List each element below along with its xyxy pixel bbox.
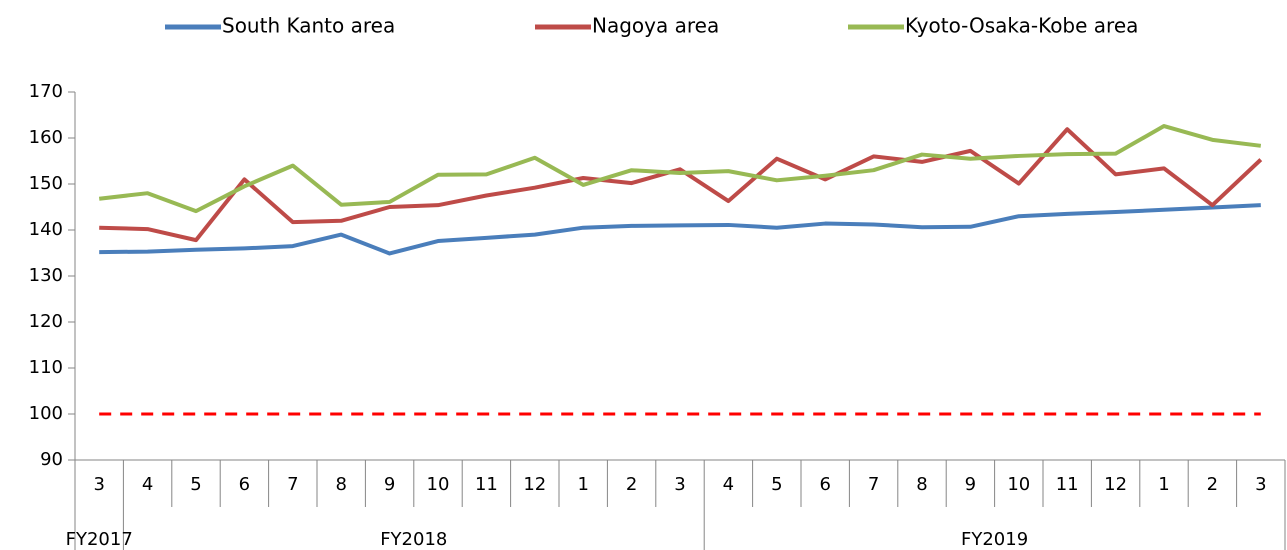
x-tick-label: 6	[239, 474, 250, 495]
x-tick-label: 7	[287, 474, 298, 495]
y-tick-label: 100	[29, 403, 63, 424]
legend-label: Nagoya area	[592, 14, 719, 38]
x-tick-label: 7	[868, 474, 879, 495]
x-tick-label: 10	[427, 474, 450, 495]
x-tick-label: 3	[93, 474, 104, 495]
legend-label: South Kanto area	[222, 14, 395, 38]
x-tick-label: 3	[1255, 474, 1266, 495]
x-tick-label: 2	[626, 474, 637, 495]
group-label: FY2019	[961, 529, 1028, 550]
x-tick-label: 12	[523, 474, 546, 495]
series-line	[99, 203, 1261, 256]
x-tick-label: 12	[1104, 474, 1127, 495]
y-tick-label: 120	[29, 311, 63, 332]
x-tick-label: 4	[142, 474, 153, 495]
x-tick-label: 1	[1158, 474, 1169, 495]
y-tick-label: 110	[29, 357, 63, 378]
y-tick-label: 140	[29, 219, 63, 240]
x-tick-label: 11	[1056, 474, 1079, 495]
y-tick-label: 160	[29, 127, 63, 148]
y-tick-label: 150	[29, 173, 63, 194]
x-tick-label: 1	[577, 474, 588, 495]
y-tick-label: 130	[29, 265, 63, 286]
legend-label: Kyoto-Osaka-Kobe area	[905, 14, 1138, 38]
x-tick-label: 5	[771, 474, 782, 495]
y-tick-label: 90	[40, 449, 63, 470]
x-tick-label: 8	[916, 474, 927, 495]
group-label: FY2017	[66, 529, 133, 550]
group-label: FY2018	[380, 529, 447, 550]
x-tick-label: 6	[819, 474, 830, 495]
x-tick-label: 9	[965, 474, 976, 495]
x-tick-label: 9	[384, 474, 395, 495]
x-tick-label: 8	[335, 474, 346, 495]
y-tick-label: 170	[29, 81, 63, 102]
series-line	[99, 127, 1263, 243]
x-tick-label: 3	[674, 474, 685, 495]
x-tick-label: 2	[1207, 474, 1218, 495]
series-line	[98, 124, 1262, 214]
x-tick-label: 10	[1007, 474, 1030, 495]
x-tick-label: 11	[475, 474, 498, 495]
x-tick-label: 5	[190, 474, 201, 495]
x-tick-label: 4	[723, 474, 734, 495]
